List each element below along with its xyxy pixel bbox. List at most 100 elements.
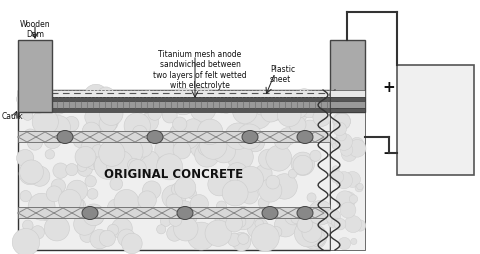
Circle shape [264,99,285,120]
Circle shape [306,193,315,202]
Text: ORIGINAL CONCRETE: ORIGINAL CONCRETE [104,168,243,182]
Circle shape [325,209,340,224]
Circle shape [73,213,96,235]
Circle shape [85,207,104,225]
Circle shape [236,124,262,149]
Circle shape [301,224,326,249]
Circle shape [156,154,182,180]
Circle shape [348,195,357,203]
Circle shape [232,232,251,251]
Circle shape [194,128,216,149]
Circle shape [309,150,320,161]
Circle shape [47,91,69,114]
Circle shape [85,176,96,187]
Circle shape [274,215,296,237]
Circle shape [348,139,365,157]
Circle shape [45,150,54,159]
Bar [18,40,52,112]
Circle shape [98,155,114,170]
Circle shape [265,145,291,171]
Circle shape [312,108,330,126]
Circle shape [232,99,257,123]
Bar [329,90,364,97]
Circle shape [73,135,86,148]
Text: Titanium mesh anode
sandwiched between
two layers of felt wetted
with electrolyt: Titanium mesh anode sandwiched between t… [153,50,246,90]
Circle shape [156,225,166,234]
Circle shape [17,91,33,107]
Circle shape [140,113,158,131]
Circle shape [227,233,240,246]
Circle shape [157,157,168,167]
Circle shape [67,99,76,107]
Circle shape [19,163,41,185]
Circle shape [354,184,362,192]
Circle shape [258,179,281,202]
Circle shape [247,217,268,239]
Bar [18,90,329,97]
Circle shape [258,197,268,208]
Circle shape [278,128,296,145]
Circle shape [214,98,229,113]
Circle shape [213,142,229,159]
Circle shape [308,230,324,247]
Circle shape [148,107,161,120]
Circle shape [111,218,132,239]
Circle shape [190,195,208,213]
Ellipse shape [57,131,73,144]
Circle shape [354,220,365,231]
Circle shape [169,125,185,140]
Circle shape [330,171,343,183]
Circle shape [92,145,104,157]
Circle shape [258,149,278,169]
Circle shape [334,218,345,230]
Circle shape [136,150,160,174]
Circle shape [331,218,339,227]
Circle shape [160,216,170,227]
Circle shape [219,207,240,228]
Circle shape [23,220,33,231]
Bar [396,65,473,175]
Circle shape [285,95,308,118]
Circle shape [271,174,297,199]
Circle shape [115,138,143,165]
Bar [329,112,364,250]
Circle shape [263,98,271,106]
Circle shape [327,215,339,228]
Circle shape [356,183,362,190]
Circle shape [77,162,87,171]
Circle shape [115,134,126,146]
Circle shape [337,237,350,250]
Circle shape [335,172,352,189]
Text: Rectifier/
Control
Unit: Rectifier/ Control Unit [416,105,454,135]
Circle shape [267,231,278,242]
Bar [18,90,329,250]
Circle shape [265,103,280,119]
Circle shape [86,156,100,169]
Circle shape [99,102,123,125]
Circle shape [60,193,84,217]
Circle shape [254,219,263,228]
Bar [18,207,329,218]
Circle shape [51,179,65,193]
Circle shape [186,188,196,199]
Circle shape [107,224,119,236]
Circle shape [207,173,230,196]
Circle shape [93,108,119,133]
Circle shape [59,189,81,212]
Circle shape [198,140,213,156]
Circle shape [197,119,222,145]
Circle shape [183,119,203,138]
Circle shape [105,153,127,176]
Circle shape [301,161,310,169]
Circle shape [84,108,103,126]
Circle shape [84,84,108,109]
Circle shape [225,215,242,232]
Circle shape [166,194,182,211]
Circle shape [129,160,146,177]
Circle shape [294,220,321,247]
Circle shape [240,187,258,204]
Circle shape [234,216,245,228]
Circle shape [173,141,191,159]
Circle shape [260,231,269,240]
Bar [18,131,329,142]
